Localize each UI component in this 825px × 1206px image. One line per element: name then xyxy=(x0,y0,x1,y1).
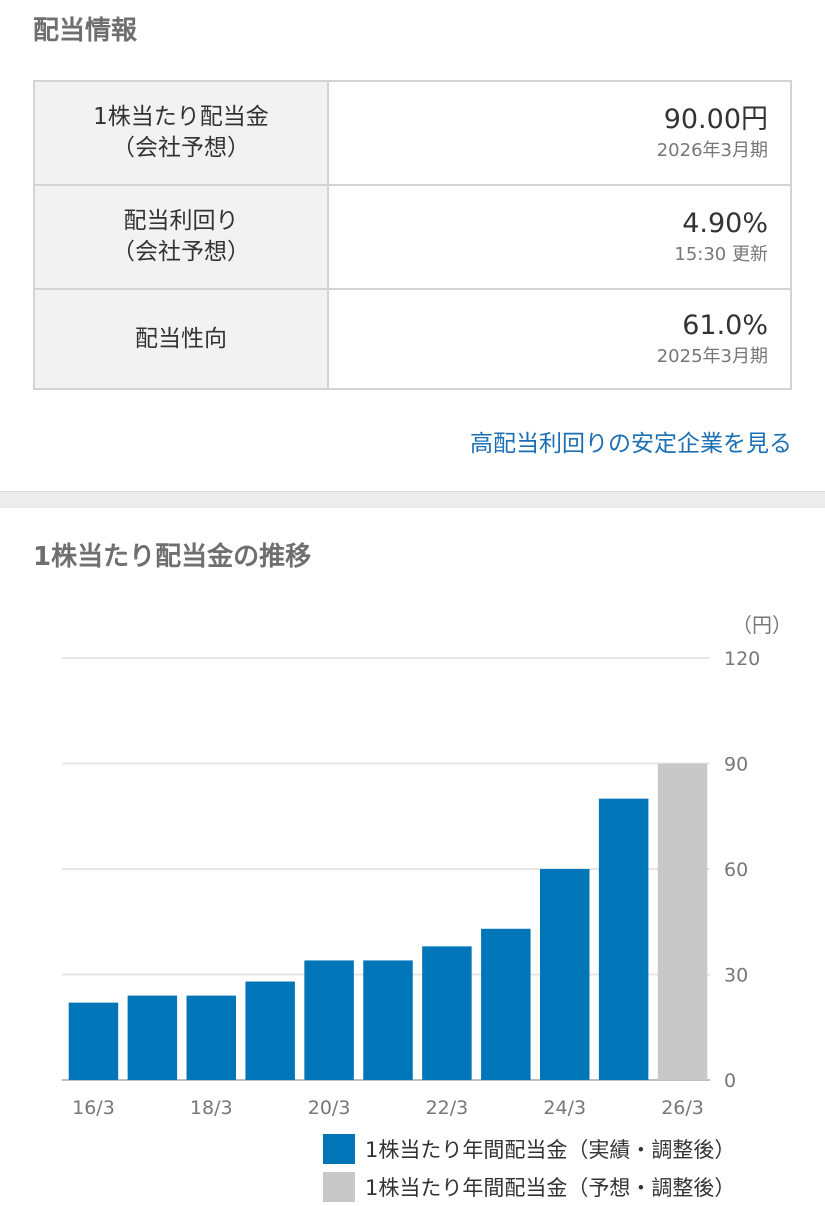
label-line: （会社予想） xyxy=(112,239,250,265)
x-tick-label: 24/3 xyxy=(543,1097,586,1119)
chart-title: 1株当たり配当金の推移 xyxy=(33,542,312,572)
actual-bar xyxy=(539,869,590,1080)
y-tick-label: 30 xyxy=(724,965,748,987)
legend-swatch-actual xyxy=(323,1134,355,1164)
legend-item-forecast: 1株当たり年間配当金（予想・調整後） xyxy=(323,1168,735,1206)
x-tick-label: 20/3 xyxy=(308,1097,351,1119)
y-unit-label: （円） xyxy=(732,613,792,637)
actual-bar xyxy=(186,995,237,1080)
row-label: 配当性向 xyxy=(33,288,329,390)
dividend-per-share-value: 90.00円 xyxy=(663,104,768,135)
actual-bar xyxy=(127,995,178,1080)
y-tick-label: 0 xyxy=(724,1070,736,1092)
actual-bar xyxy=(598,798,649,1080)
row-value: 61.0% 2025年3月期 xyxy=(327,288,792,390)
y-tick-label: 60 xyxy=(724,859,748,881)
label-line: （会社予想） xyxy=(112,135,250,161)
dividend-yield-value: 4.90% xyxy=(682,208,768,239)
row-label: 1株当たり配当金 （会社予想） xyxy=(33,80,329,186)
update-time: 15:30 更新 xyxy=(674,244,768,265)
table-row: 1株当たり配当金 （会社予想） 90.00円 2026年3月期 xyxy=(33,80,792,186)
actual-bar xyxy=(304,960,354,1080)
row-label: 配当利回り （会社予想） xyxy=(33,184,329,290)
dividend-info-table: 1株当たり配当金 （会社予想） 90.00円 2026年3月期 配当利回り （会… xyxy=(33,80,792,390)
actual-bar xyxy=(422,946,472,1080)
label-line: 1株当たり配当金 xyxy=(93,104,269,130)
dividend-bar-chart: 0 30 60 90 120 （円） 16/3 18/3 20/3 22/3 24/3 26/3 xyxy=(62,613,792,1119)
section-divider xyxy=(0,491,825,508)
high-yield-companies-link[interactable]: 高配当利回りの安定企業を見る xyxy=(470,431,792,457)
actual-bar xyxy=(363,960,413,1080)
y-tick-label: 120 xyxy=(724,648,760,670)
legend-item-actual: 1株当たり年間配当金（実績・調整後） xyxy=(323,1130,735,1168)
x-tick-label: 16/3 xyxy=(72,1097,115,1119)
x-tick-label: 18/3 xyxy=(190,1097,233,1119)
fiscal-period: 2026年3月期 xyxy=(656,140,768,161)
actual-bar xyxy=(68,1002,119,1080)
x-tick-label: 22/3 xyxy=(426,1097,469,1119)
row-value: 4.90% 15:30 更新 xyxy=(327,184,792,290)
label-line: 配当利回り xyxy=(123,208,239,234)
actual-bar xyxy=(245,981,295,1080)
legend-label: 1株当たり年間配当金（実績・調整後） xyxy=(365,1138,736,1162)
x-tick-label: 26/3 xyxy=(661,1097,704,1119)
payout-ratio-value: 61.0% xyxy=(682,310,768,341)
legend-swatch-forecast xyxy=(323,1172,355,1202)
row-value: 90.00円 2026年3月期 xyxy=(327,80,792,186)
dividend-info-title: 配当情報 xyxy=(33,16,138,46)
label-line: 配当性向 xyxy=(135,325,227,352)
chart-legend: 1株当たり年間配当金（実績・調整後） 1株当たり年間配当金（予想・調整後） xyxy=(323,1130,735,1206)
fiscal-period: 2025年3月期 xyxy=(656,346,768,367)
actual-bar xyxy=(481,928,531,1080)
y-tick-label: 90 xyxy=(724,754,748,776)
table-row: 配当性向 61.0% 2025年3月期 xyxy=(33,288,792,390)
legend-label: 1株当たり年間配当金（予想・調整後） xyxy=(365,1176,736,1200)
forecast-bar xyxy=(657,763,708,1080)
table-row: 配当利回り （会社予想） 4.90% 15:30 更新 xyxy=(33,184,792,290)
